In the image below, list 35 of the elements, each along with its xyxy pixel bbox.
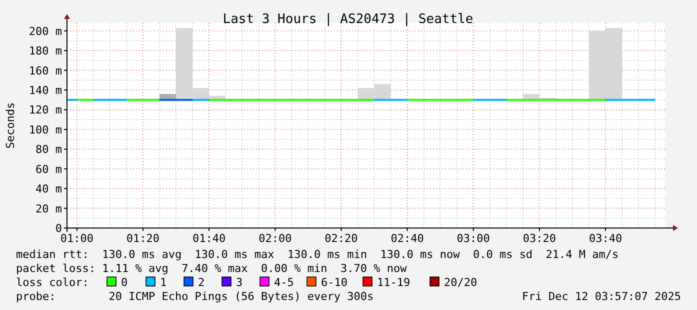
chart-title: Last 3 Hours | AS20473 | Seattle: [222, 12, 474, 27]
text: packet loss: 1.11 % avg 7.40 % max 0.00 % min 3.70 % now: [16, 262, 408, 275]
y-tick-label: 20 m: [36, 202, 62, 216]
legend-label: 6-10: [321, 276, 348, 289]
y-tick-label: 80 m: [36, 143, 62, 156]
x-tick-label: 03:20: [522, 232, 556, 245]
legend-label: 0: [121, 276, 128, 289]
x-tick-label: 03:40: [588, 232, 622, 245]
x-tick-label: 01:40: [192, 232, 226, 245]
y-tick-label: 0: [55, 222, 62, 235]
x-tick-label: 01:20: [126, 232, 160, 245]
legend-label: 11-19: [377, 276, 410, 289]
y-tick-label: 180 m: [28, 44, 62, 58]
y-tick-label: 140 m: [28, 84, 62, 98]
text: Fri Dec 12 03:57:07 2025: [522, 290, 681, 303]
x-tick-label: 01:00: [60, 232, 94, 245]
legend-label: 1: [160, 276, 167, 289]
x-tick-label: 02:40: [390, 232, 424, 245]
legend-label: 20/20: [444, 276, 478, 289]
legend-title: loss color:: [16, 276, 89, 289]
y-tick-label: 120 m: [28, 104, 62, 117]
y-axis-title: Seconds: [4, 102, 17, 149]
text: median rtt: 130.0 ms avg 130.0 ms max 130.0 ms min 130.0 ms now 0.0 ms sd 21.4 M am/s: [16, 248, 619, 261]
legend-label: 2: [198, 276, 205, 289]
y-tick-label: 40 m: [36, 182, 62, 196]
text: probe: 20 ICMP Echo Pings (56 Bytes) every 300s: [16, 290, 374, 303]
legend-label: 3: [236, 276, 243, 289]
x-tick-label: 03:00: [456, 232, 490, 245]
x-tick-label: 02:00: [258, 232, 292, 245]
y-tick-label: 100 m: [28, 123, 62, 136]
y-tick-label: 160 m: [28, 64, 62, 78]
legend-label: 4-5: [274, 276, 294, 289]
y-tick-label: 200 m: [28, 24, 62, 38]
y-tick-label: 60 m: [36, 162, 62, 176]
x-tick-label: 02:20: [324, 232, 358, 245]
